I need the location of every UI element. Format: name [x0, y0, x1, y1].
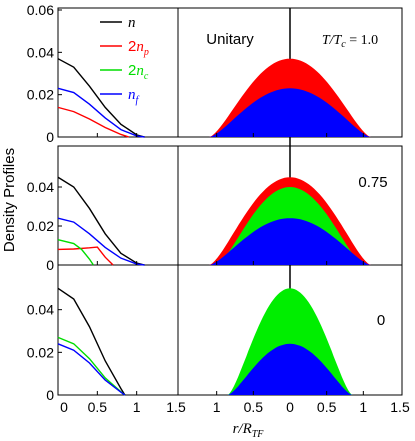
ytick-label-0-0.06: 0.06 [27, 2, 54, 18]
svg-text:r/RTF: r/RTF [233, 421, 265, 440]
x-axis-label: r/RTF [233, 421, 265, 440]
xtick-label-right-3: 0 [286, 399, 294, 415]
line-bot-2nc [57, 336, 126, 396]
line-mid-nf [57, 217, 145, 266]
ytick-label-1-0.04: 0.04 [27, 179, 54, 195]
temperature-label-mid: 0.75 [358, 174, 387, 191]
line-bot-n [57, 287, 126, 396]
xtick-label-right-4: 0.5 [317, 399, 337, 415]
legend-label-3: nf [128, 87, 140, 106]
panel-frames [57, 7, 403, 396]
xtick-label-right-5: 1 [359, 399, 367, 415]
legend-label-0: n [128, 15, 136, 31]
area-bot-nf-fill [227, 343, 353, 395]
x-axis-label-main: r/R [233, 421, 252, 437]
y-axis-label: Density Profiles [1, 148, 18, 252]
axis-ticks: 0 0.02 0.04 0.06 0 0.02 0.04 0 0.02 0.04 0 0.5 1 1.5 1… [27, 2, 410, 415]
xtick-label-right-2: 0.5 [244, 399, 264, 415]
line-series [57, 58, 145, 396]
area-fills [209, 58, 371, 395]
legend-label-2: 2nc [128, 62, 149, 82]
panel-row-2 [57, 264, 403, 396]
xtick-label-left-0: 0 [60, 399, 68, 415]
ytick-label-0-0.02: 0.02 [27, 87, 54, 103]
unitary-label: Unitary [206, 31, 254, 48]
ytick-label-1-0.02: 0.02 [27, 218, 54, 234]
ytick-label-2-0.04: 0.04 [27, 302, 54, 318]
ytick-label-1-0: 0 [46, 257, 54, 273]
ytick-label-2-0: 0 [46, 387, 54, 403]
line-top-2np [57, 106, 130, 138]
xtick-label-left-2: 1 [133, 399, 141, 415]
line-bot-nf [57, 343, 126, 396]
xtick-label-left-3: 1.5 [166, 399, 186, 415]
xtick-label-right-1: 1 [213, 399, 221, 415]
line-mid-2np [57, 246, 114, 266]
x-axis-label-sub: TF [252, 429, 265, 440]
line-mid-2nc [57, 238, 94, 266]
ytick-label-0-0: 0 [46, 129, 54, 145]
xtick-label-left-1: 0.5 [88, 399, 108, 415]
area-top-nf-fill [209, 88, 371, 137]
area-mid-nf-fill [209, 218, 371, 265]
ytick-label-0-0.04: 0.04 [27, 44, 54, 60]
temperature-label-bot: 0 [377, 312, 385, 329]
temperature-label-top: T/Tc = 1.0 [322, 33, 378, 50]
temp-sub: c [341, 39, 346, 50]
temp-value: = 1.0 [346, 33, 378, 48]
temp-t: T/T [322, 33, 343, 48]
ytick-label-2-0.02: 0.02 [27, 344, 54, 360]
xtick-label-right-6: 1.5 [390, 399, 410, 415]
legend-label-1: 2np [128, 38, 149, 58]
legend: n 2np 2nc nf [100, 15, 149, 106]
